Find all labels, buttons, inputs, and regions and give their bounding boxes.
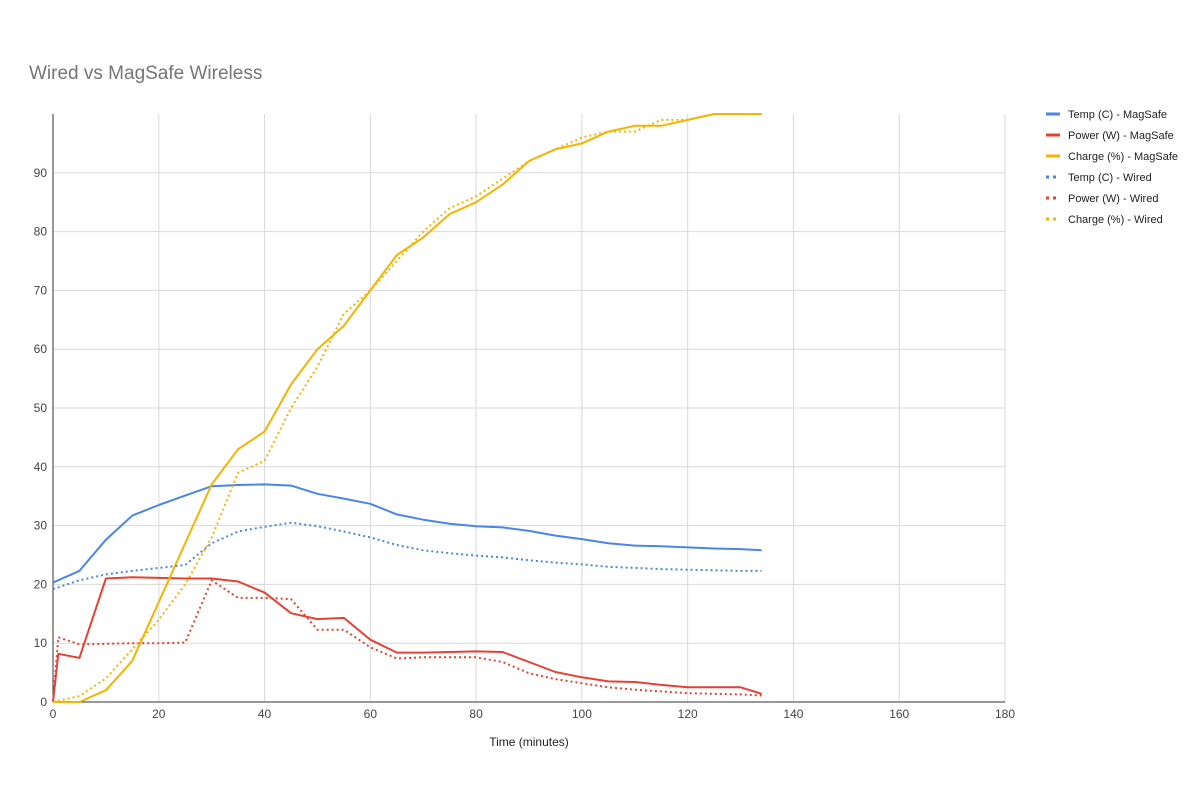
y-tick-label: 0 [40,695,47,709]
y-tick-label: 20 [34,577,48,591]
series-line-1 [52,483,762,584]
x-tick-label: 80 [469,707,483,721]
x-tick-label: 140 [783,707,803,721]
x-axis-ticks: 0 20 40 60 80 100 120 140 160 180 [50,707,1016,721]
y-tick-label: 40 [34,460,48,474]
legend: Temp (C) - MagSafe Power (W) - MagSafe Cha… [1046,109,1178,226]
x-tick-label: 180 [995,707,1015,721]
legend-label: Power (W) - MagSafe [1068,130,1174,142]
series-line-6 [52,113,762,703]
y-tick-label: 70 [34,283,48,297]
x-tick-label: 100 [572,707,592,721]
chart-title: Wired vs MagSafe Wireless [29,63,262,84]
y-tick-label: 60 [34,342,48,356]
legend-label: Temp (C) - Wired [1068,172,1152,184]
grid [53,114,1006,702]
y-tick-label: 10 [34,636,48,650]
x-tick-label: 0 [50,707,57,721]
x-tick-label: 160 [889,707,909,721]
x-tick-label: 120 [678,707,698,721]
x-tick-label: 20 [152,707,166,721]
series-line-2 [52,576,762,703]
x-tick-label: 40 [258,707,272,721]
axes [52,114,1005,703]
legend-label: Power (W) - Wired [1068,193,1158,205]
series-line-4 [52,521,762,591]
x-tick-label: 60 [364,707,378,721]
series-group [52,113,762,703]
legend-label: Temp (C) - MagSafe [1068,109,1167,121]
y-axis-ticks: 0 10 20 30 40 50 60 70 80 90 [34,166,48,709]
y-tick-label: 90 [34,166,48,180]
legend-label: Charge (%) - MagSafe [1068,151,1178,163]
x-axis-label: Time (minutes) [489,735,569,749]
y-tick-label: 50 [34,401,48,415]
y-tick-label: 80 [34,225,48,239]
legend-label: Charge (%) - Wired [1068,214,1163,226]
y-tick-label: 30 [34,519,48,533]
